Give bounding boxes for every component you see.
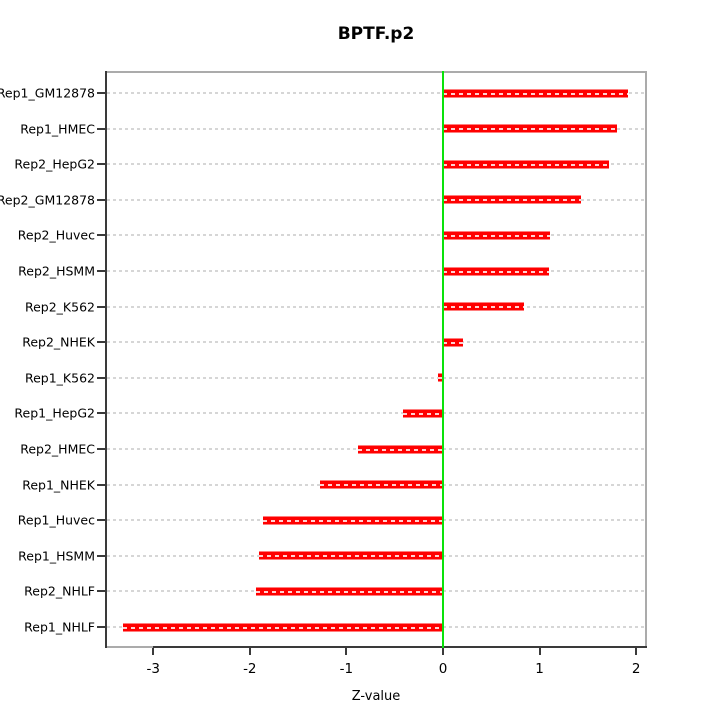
x-tick <box>442 648 444 655</box>
y-tick <box>97 305 105 308</box>
category-label: Rep2_K562 <box>24 299 95 315</box>
x-tick <box>345 648 348 655</box>
x-axis-line <box>153 646 647 648</box>
y-tick <box>97 270 105 272</box>
bar-Rep1_K562 <box>438 373 443 383</box>
category-label: Rep2_HMEC <box>20 441 95 457</box>
x-tick-label: -2 <box>243 661 257 677</box>
y-tick <box>97 92 105 94</box>
category-label: Rep1_K562 <box>24 370 95 386</box>
bar-Rep1_Huvec <box>263 515 443 525</box>
category-label: Rep1_Huvec <box>17 512 95 528</box>
grid-line <box>107 92 645 94</box>
bar-dash-overlay <box>443 92 628 95</box>
bar-Rep2_Huvec <box>443 230 551 240</box>
y-axis-line <box>105 71 107 648</box>
bar-dash-overlay <box>255 590 443 593</box>
y-tick <box>97 626 105 628</box>
bar-dash-overlay <box>443 128 617 131</box>
grid-line <box>107 270 645 272</box>
x-axis-title: Z-value <box>351 689 401 704</box>
bar-Rep2_K562 <box>443 302 525 312</box>
grid-line <box>107 198 645 201</box>
grid-line <box>107 376 645 379</box>
bar-dash-overlay <box>443 199 582 202</box>
grid-line <box>107 163 645 166</box>
grid-line <box>107 234 645 237</box>
x-tick-label: -3 <box>146 661 160 677</box>
bar-dash-overlay <box>443 306 525 309</box>
grid-line <box>107 127 645 130</box>
y-tick <box>97 590 105 593</box>
bar-dash-overlay <box>320 484 443 487</box>
bar-dash-overlay <box>357 448 443 451</box>
bar-Rep2_HSMM <box>443 266 550 276</box>
x-tick-label: 1 <box>535 661 544 677</box>
x-tick <box>635 648 638 655</box>
zero-reference-line <box>442 71 444 648</box>
category-label: Rep1_HSMM <box>18 548 95 564</box>
y-tick <box>97 376 105 379</box>
x-tick <box>152 648 155 655</box>
grid-line <box>107 341 645 344</box>
bar-Rep2_NHEK <box>443 337 464 347</box>
bar-dash-overlay <box>438 377 443 380</box>
bar-Rep2_HepG2 <box>443 159 610 169</box>
bar-dash-overlay <box>263 519 443 522</box>
y-tick <box>97 163 105 166</box>
category-label: Rep1_HMEC <box>20 121 95 137</box>
y-tick <box>97 198 105 201</box>
category-label: Rep2_HSMM <box>18 263 95 279</box>
bar-Rep1_NHLF <box>123 622 443 632</box>
category-label: Rep1_NHEK <box>22 477 95 493</box>
category-label: Rep2_NHLF <box>24 583 95 599</box>
bar-dash-overlay <box>259 555 443 558</box>
bar-dash-overlay <box>443 163 610 166</box>
bar-Rep1_HSMM <box>259 551 443 561</box>
x-tick-label: -1 <box>339 661 354 677</box>
bar-Rep1_NHEK <box>320 480 443 490</box>
y-tick <box>97 127 105 130</box>
bar-Rep1_GM12878 <box>443 88 628 98</box>
category-label: Rep2_NHEK <box>22 334 95 350</box>
bar-dash-overlay <box>443 234 551 237</box>
y-tick <box>97 519 105 522</box>
category-label: Rep2_Huvec <box>17 227 95 243</box>
y-tick <box>97 448 105 450</box>
bar-Rep2_GM12878 <box>443 195 582 205</box>
category-label: Rep1_NHLF <box>24 619 95 635</box>
y-tick <box>97 483 105 486</box>
grid-line <box>107 412 645 415</box>
bar-dash-overlay <box>123 626 443 629</box>
grid-line <box>107 305 645 308</box>
y-tick <box>97 554 105 557</box>
bar-Rep1_HMEC <box>443 124 617 134</box>
bar-Rep2_HMEC <box>357 444 443 454</box>
x-tick <box>248 648 251 655</box>
bar-dash-overlay <box>403 412 443 415</box>
category-label: Rep1_GM12878 <box>0 85 95 101</box>
bar-Rep2_NHLF <box>255 586 443 596</box>
category-label: Rep1_HepG2 <box>14 405 95 421</box>
y-tick <box>97 412 105 415</box>
bar-dash-overlay <box>443 341 464 344</box>
bar-dash-overlay <box>443 270 550 273</box>
category-label: Rep2_GM12878 <box>0 192 95 208</box>
plot-area <box>105 71 647 648</box>
x-tick-label: 2 <box>631 661 641 677</box>
bar-Rep1_HepG2 <box>403 408 443 418</box>
x-tick-label: 0 <box>438 661 448 677</box>
category-label: Rep2_HepG2 <box>14 156 95 172</box>
y-tick <box>97 341 105 344</box>
chart-title: BPTF.p2 <box>337 24 415 44</box>
y-tick <box>97 234 105 237</box>
x-tick <box>538 648 541 655</box>
